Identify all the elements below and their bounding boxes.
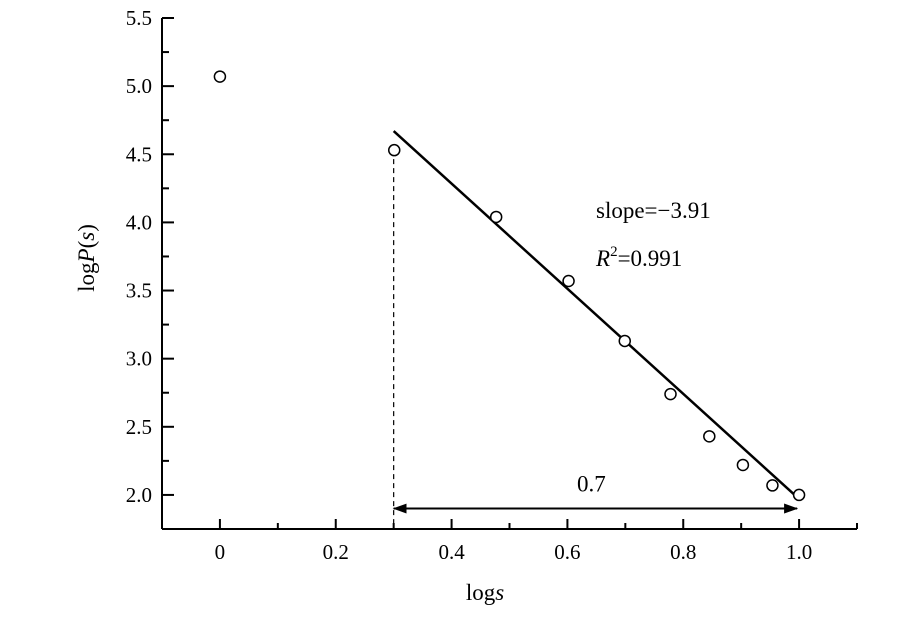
data-point xyxy=(489,210,503,224)
x-tick-label: 0 xyxy=(215,540,226,564)
x-ticks: 0 0.2 0.4 0.6 0.8 1.0 xyxy=(161,519,858,564)
r2-symbol: R xyxy=(595,246,610,271)
y-axis-title-paren-open: ( xyxy=(74,241,99,249)
axes xyxy=(161,18,857,530)
fit-line xyxy=(392,130,798,498)
y-tick-label: 4.5 xyxy=(126,142,152,166)
guides xyxy=(392,150,799,529)
x-tick-label: 0.4 xyxy=(438,540,465,564)
x-tick-label: 0.8 xyxy=(670,540,696,564)
data-point xyxy=(213,70,227,83)
slope-annotation: slope=−3.91 xyxy=(596,198,711,223)
x-tick-label: 1.0 xyxy=(786,540,812,564)
y-tick-label: 2.0 xyxy=(126,483,152,507)
x-tick-label: 0.2 xyxy=(323,540,349,564)
y-axis-title: logP(s) xyxy=(74,224,99,292)
data-point xyxy=(736,458,750,472)
y-tick-label: 2.5 xyxy=(126,415,152,439)
span-label: 0.7 xyxy=(577,472,606,497)
y-axis-title-paren-close: ) xyxy=(74,224,99,232)
x-axis-title: logs xyxy=(466,580,504,605)
x-axis-title-prefix: log xyxy=(466,580,496,605)
r2-superscript: 2 xyxy=(610,244,618,260)
data-point xyxy=(387,143,401,157)
y-axis-title-paren-var: s xyxy=(74,232,99,241)
x-axis-title-var: s xyxy=(495,580,504,605)
r2-value: =0.991 xyxy=(618,246,683,271)
r-squared-annotation: R2=0.991 xyxy=(595,244,682,271)
y-axis-title-var: P xyxy=(74,248,99,263)
x-tick-label: 0.6 xyxy=(554,540,580,564)
y-tick-label: 3.5 xyxy=(126,279,152,303)
y-tick-label: 3.0 xyxy=(126,347,152,371)
y-tick-label: 5.5 xyxy=(126,6,152,30)
y-axis-title-prefix: log xyxy=(74,262,99,292)
y-tick-label: 4.0 xyxy=(126,210,152,234)
y-ticks: 2.0 2.5 3.0 3.5 4.0 4.5 5.0 5.5 xyxy=(126,6,174,530)
data-point xyxy=(562,274,575,288)
data-point xyxy=(664,387,677,401)
data-point xyxy=(766,479,779,492)
data-point xyxy=(792,488,806,502)
data-point xyxy=(618,334,632,348)
data-point xyxy=(703,430,716,443)
fit-line-group xyxy=(392,130,798,498)
y-tick-label: 5.0 xyxy=(126,74,152,98)
data-points xyxy=(213,70,806,502)
